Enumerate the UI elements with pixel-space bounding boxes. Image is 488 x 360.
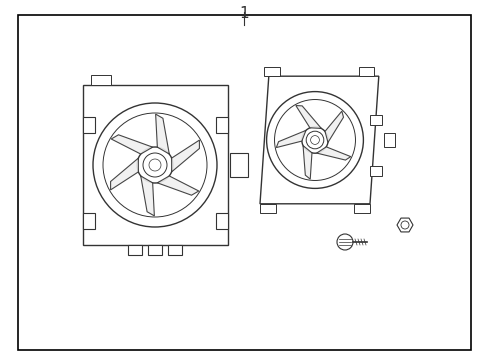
Polygon shape [111,135,152,154]
Bar [383,133,394,147]
Circle shape [137,147,173,183]
Polygon shape [295,105,321,129]
Bar [168,245,182,255]
Circle shape [336,234,352,250]
Bar [215,213,227,229]
Bar [264,67,280,76]
Polygon shape [155,114,169,154]
Polygon shape [316,147,350,160]
Polygon shape [171,140,199,172]
Polygon shape [303,146,311,179]
Bar [260,204,275,213]
Bar [128,245,142,255]
Bar [82,117,94,133]
Bar [215,117,227,133]
Bar [148,245,162,255]
Polygon shape [141,176,154,216]
Circle shape [301,127,327,153]
Bar [358,67,374,76]
Text: 1: 1 [239,6,248,21]
Polygon shape [396,218,412,232]
Polygon shape [82,85,227,245]
Bar [369,166,382,176]
Polygon shape [110,158,138,190]
Bar [229,153,247,177]
Bar [369,115,382,125]
Polygon shape [260,76,378,204]
Polygon shape [325,111,343,143]
Polygon shape [157,176,198,195]
Bar [90,75,110,85]
Bar [353,204,369,213]
Bar [82,213,94,229]
Polygon shape [276,130,305,148]
